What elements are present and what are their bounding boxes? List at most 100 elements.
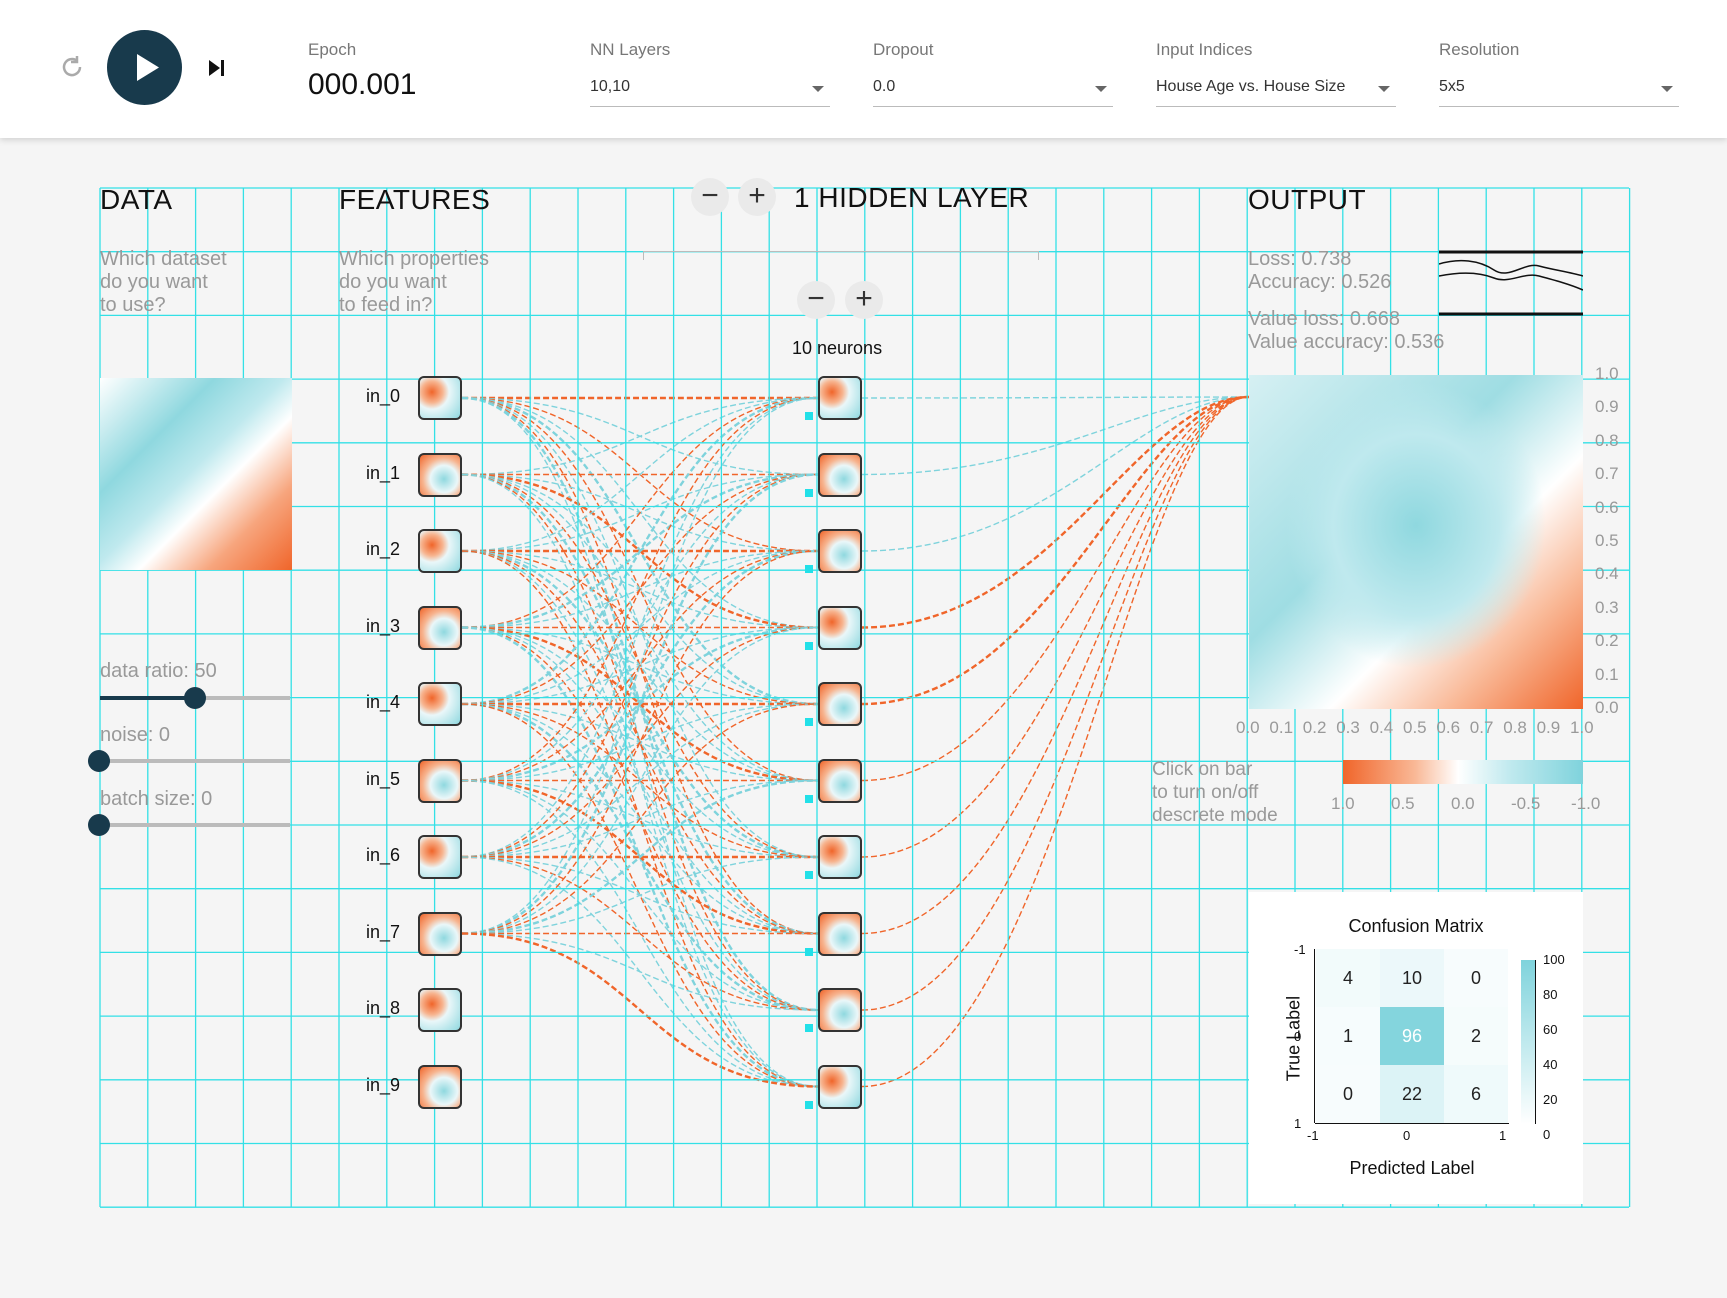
- weight-link: [461, 779, 819, 935]
- bias-marker: [805, 488, 813, 497]
- data-desc: Which dataset do you want to use?: [100, 248, 227, 316]
- remove-neuron-button[interactable]: −: [797, 281, 835, 319]
- x-tick-label: 0.7: [1469, 718, 1494, 737]
- x-tick-label: 0.9: [1536, 718, 1561, 737]
- y-tick-label: 0.7: [1595, 464, 1619, 484]
- weight-link: [461, 473, 819, 705]
- step-button[interactable]: [205, 56, 229, 80]
- input-neuron[interactable]: [418, 605, 462, 650]
- nn-layers-value: 10,10: [590, 78, 631, 95]
- batch-size-track[interactable]: [100, 823, 290, 827]
- cm-y-tick: -1: [1294, 942, 1306, 957]
- bias-marker: [805, 794, 813, 803]
- input-indices-select[interactable]: House Age vs. House Size: [1156, 76, 1396, 107]
- hidden-neuron[interactable]: [818, 758, 862, 803]
- weight-link: [461, 703, 819, 1088]
- input-indices-label: Input Indices: [1156, 40, 1253, 59]
- noise-track[interactable]: [100, 759, 290, 763]
- input-neuron[interactable]: [418, 452, 462, 497]
- dataset-thumbnail[interactable]: [100, 378, 292, 570]
- main-area: DATA Which dataset do you want to use? d…: [0, 138, 1727, 1298]
- hidden-neuron[interactable]: [818, 452, 862, 497]
- cm-x-tick: 0: [1403, 1128, 1411, 1143]
- batch-size-handle[interactable]: [88, 814, 110, 836]
- loss-stats: Loss: 0.738 Accuracy: 0.526 Value loss: …: [1248, 248, 1444, 354]
- data-ratio-fill: [100, 696, 195, 700]
- colorbar-tick-label: 0.0: [1451, 794, 1475, 813]
- weight-link: [461, 397, 819, 629]
- hidden-neuron[interactable]: [818, 529, 862, 573]
- input-neuron[interactable]: [418, 988, 462, 1032]
- data-ratio-handle[interactable]: [184, 687, 206, 709]
- add-layer-button[interactable]: +: [738, 178, 776, 216]
- hidden-neuron[interactable]: [818, 376, 862, 420]
- y-tick-label: 0.4: [1595, 564, 1619, 584]
- x-tick-label: 0.6: [1436, 718, 1461, 737]
- toolbar: Epoch 000.001 NN Layers 10,10 Dropout 0.…: [0, 0, 1727, 138]
- output-weight-link: [861, 395, 1250, 629]
- weight-link: [461, 932, 819, 1011]
- remove-layer-button[interactable]: −: [691, 178, 729, 216]
- chevron-down-icon: [1378, 86, 1390, 92]
- weight-link: [461, 396, 819, 706]
- epoch-label: Epoch: [308, 40, 357, 59]
- cm-x-tick: -1: [1307, 1128, 1319, 1143]
- output-weight-link: [861, 396, 1250, 1011]
- cm-colorbar: [1521, 960, 1535, 1124]
- cm-colorbar-tick: 40: [1543, 1057, 1558, 1072]
- hidden-neuron[interactable]: [818, 605, 862, 650]
- input-neuron[interactable]: [418, 911, 462, 956]
- weight-link: [461, 397, 819, 935]
- play-icon: [137, 54, 159, 81]
- confusion-matrix-grid: 4 10 0 1 96 2 0 22 6: [1316, 949, 1508, 1123]
- hidden-neuron[interactable]: [818, 1064, 862, 1109]
- input-label: in_4: [366, 692, 401, 712]
- weight-link: [461, 397, 819, 858]
- colorbar-tick-label: 0.5: [1391, 794, 1415, 813]
- input-neuron[interactable]: [418, 835, 462, 879]
- nn-layers-select[interactable]: 10,10: [590, 76, 830, 107]
- add-neuron-button[interactable]: +: [845, 281, 883, 319]
- weight-link: [461, 473, 819, 858]
- dropout-select[interactable]: 0.0: [873, 76, 1113, 107]
- weight-link: [461, 550, 819, 935]
- bias-marker: [805, 412, 813, 420]
- bias-marker: [805, 871, 813, 879]
- input-neuron[interactable]: [418, 376, 462, 420]
- y-tick-label: 0.9: [1595, 397, 1619, 417]
- bias-marker: [805, 565, 813, 573]
- output-weight-link: [861, 396, 1250, 782]
- discrete-mode-colorbar[interactable]: [1343, 760, 1583, 784]
- noise-handle[interactable]: [88, 750, 110, 772]
- y-tick-label: 0.5: [1595, 531, 1619, 550]
- hidden-neuron[interactable]: [818, 988, 862, 1032]
- weight-link: [461, 550, 819, 935]
- output-heatmap: [1249, 375, 1583, 709]
- x-tick-label: 1.0: [1570, 718, 1594, 737]
- dropout-label: Dropout: [873, 40, 934, 59]
- x-tick-label: 0.2: [1302, 718, 1327, 737]
- weight-link: [461, 856, 819, 1011]
- hidden-neuron[interactable]: [818, 682, 862, 726]
- input-neuron[interactable]: [418, 1064, 462, 1109]
- layer-bracket: [643, 251, 1039, 260]
- x-tick-label: 0.8: [1503, 718, 1527, 737]
- colorbar-tick-label: -0.5: [1511, 794, 1541, 813]
- colorbar-tick-label: -1.0: [1571, 794, 1601, 813]
- cm-cell: 10: [1380, 949, 1444, 1007]
- y-tick-label: 0.0: [1595, 698, 1619, 717]
- y-tick-label: 0.6: [1595, 497, 1619, 517]
- hidden-neuron[interactable]: [818, 911, 862, 956]
- resolution-select[interactable]: 5x5: [1439, 76, 1679, 107]
- input-neuron[interactable]: [418, 682, 462, 726]
- play-button[interactable]: [107, 30, 182, 105]
- weight-link: [461, 473, 819, 1011]
- accuracy-text: Accuracy: 0.526: [1248, 271, 1392, 293]
- step-icon: [209, 60, 224, 76]
- input-neuron[interactable]: [418, 758, 462, 803]
- y-tick-label: 1.0: [1595, 364, 1619, 383]
- output-weight-link: [861, 395, 1250, 706]
- input-neuron[interactable]: [418, 529, 462, 573]
- reset-icon[interactable]: [58, 52, 88, 82]
- hidden-neuron[interactable]: [818, 835, 862, 879]
